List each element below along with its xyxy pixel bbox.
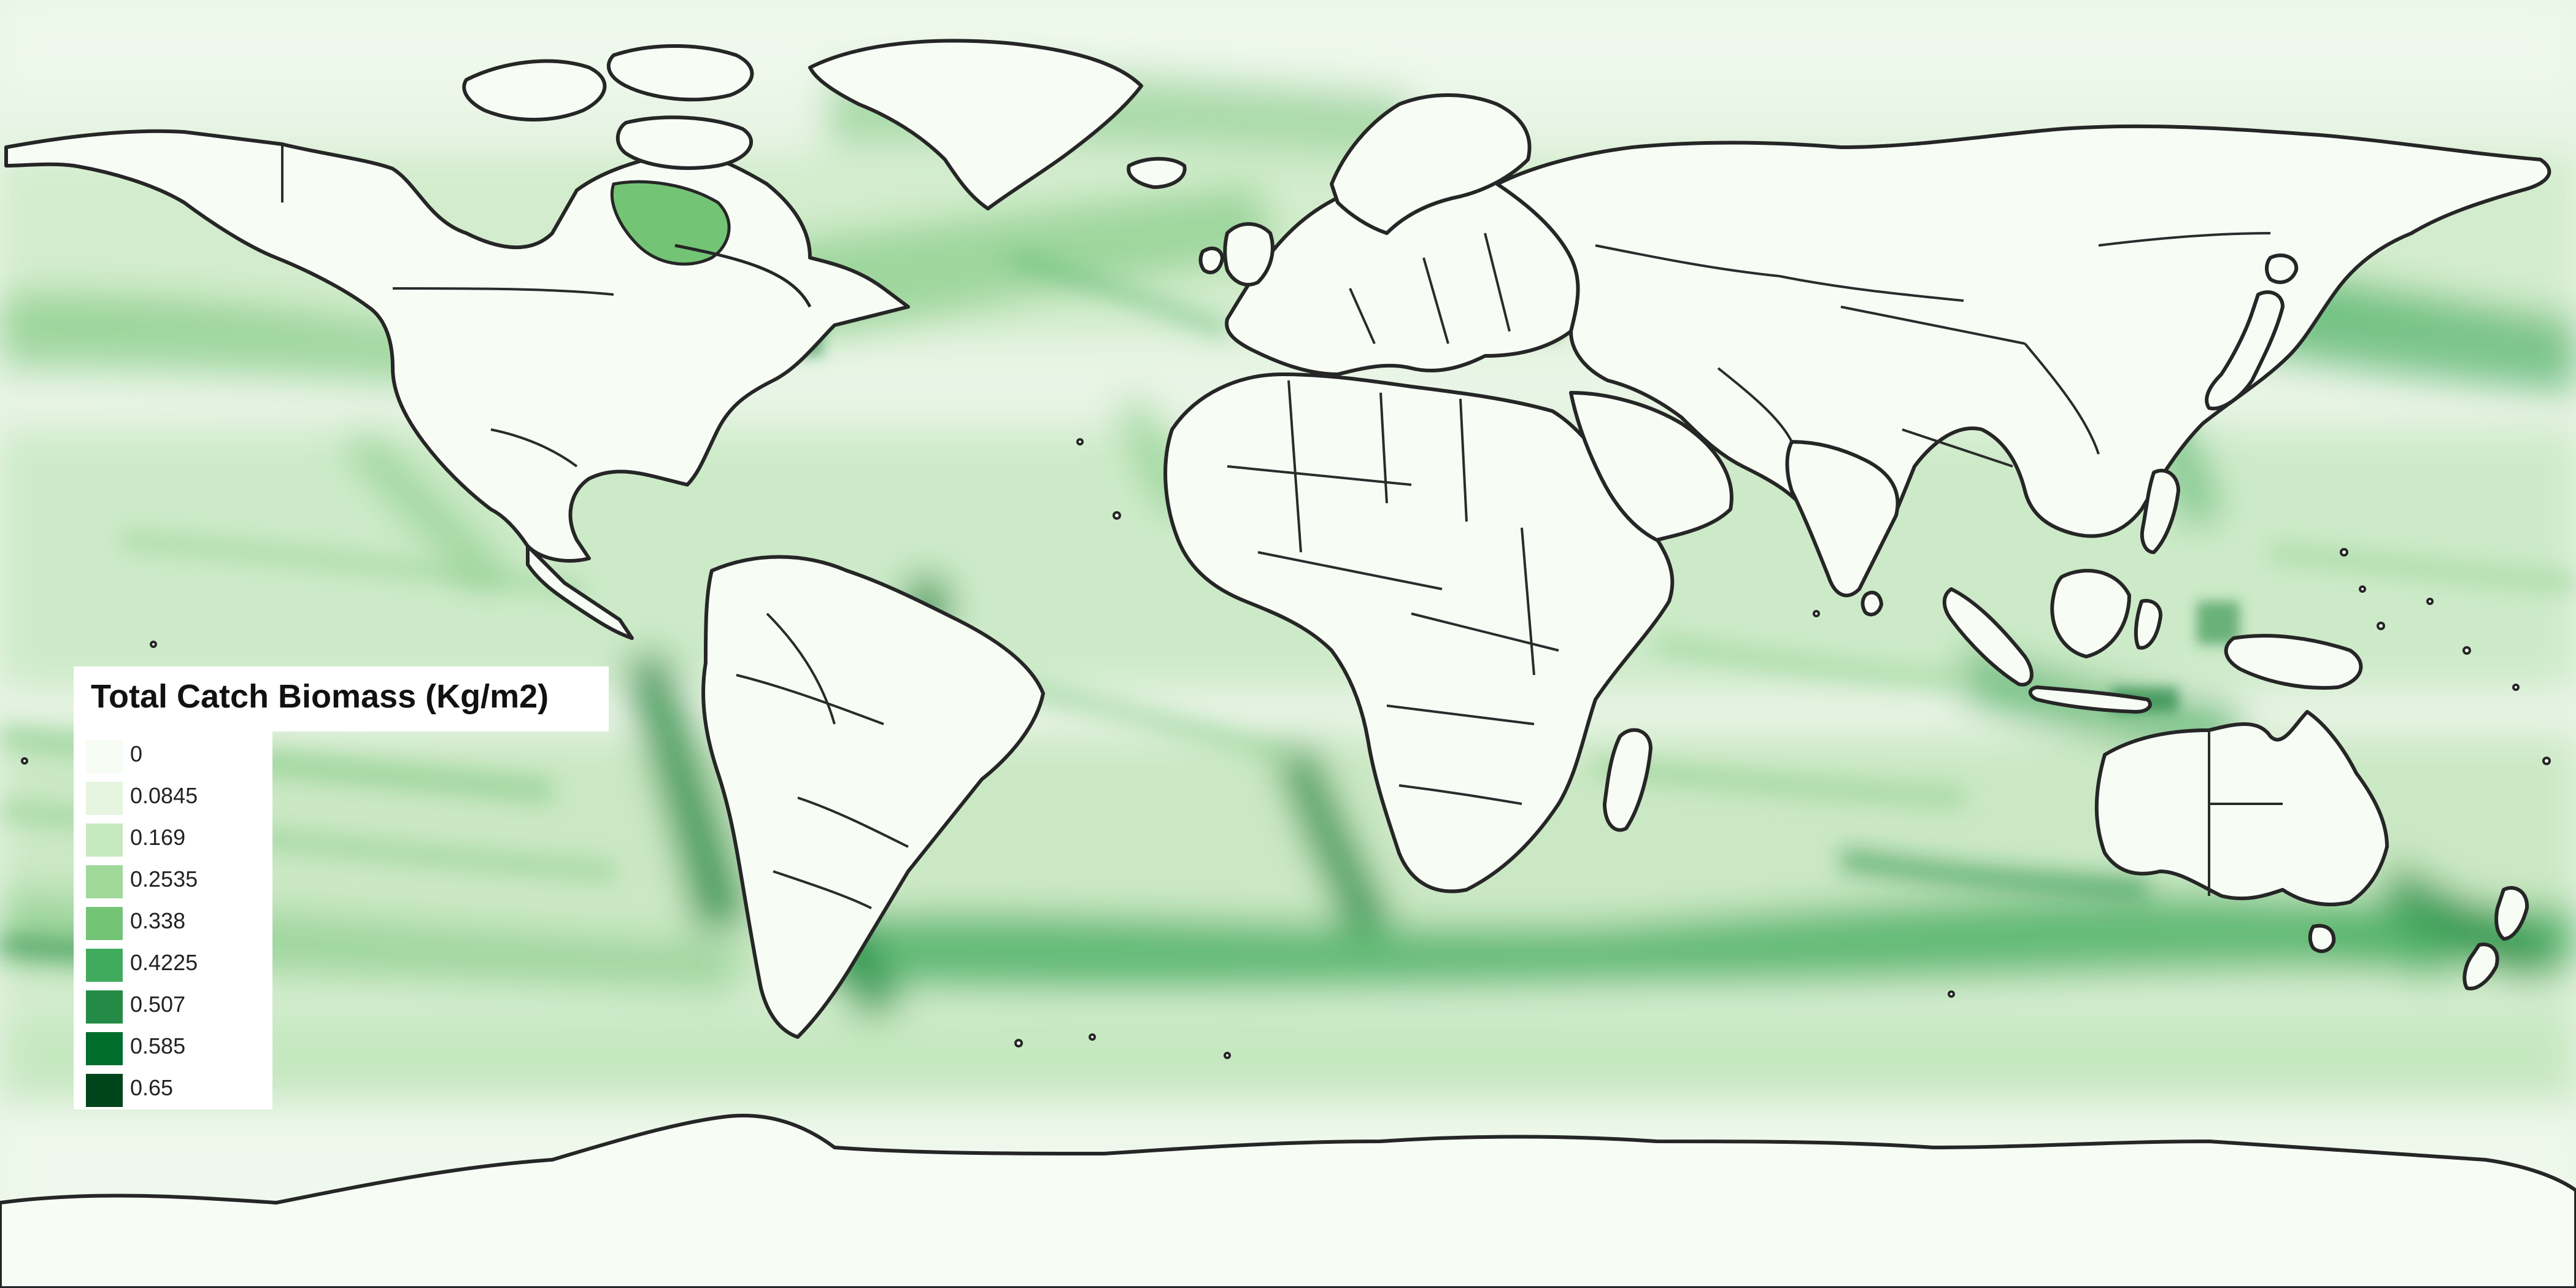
legend-label: 0.507 bbox=[130, 992, 186, 1017]
scandinavia bbox=[1330, 93, 1532, 235]
legend-item: 0.169 bbox=[86, 819, 270, 857]
india bbox=[1785, 440, 1900, 598]
legend-title-box: Total Catch Biomass (Kg/m2) bbox=[74, 666, 609, 731]
new-guinea bbox=[2224, 634, 2363, 690]
sumatra bbox=[1942, 587, 2034, 687]
legend-swatch bbox=[86, 907, 123, 940]
madagascar bbox=[1603, 728, 1652, 832]
antarctica bbox=[0, 1114, 2576, 1288]
borneo bbox=[2050, 569, 2131, 658]
legend-swatch bbox=[86, 1074, 123, 1107]
legend-item: 0.2535 bbox=[86, 860, 270, 898]
legend: 0 0.0845 0.169 0.2535 0.338 0.4225 0.507 bbox=[74, 731, 272, 1109]
new-zealand bbox=[2494, 885, 2529, 941]
java bbox=[2028, 685, 2152, 714]
arabian-peninsula bbox=[1569, 391, 1733, 542]
legend-item: 0.507 bbox=[86, 985, 270, 1024]
philippines bbox=[2140, 468, 2180, 554]
asia bbox=[1495, 124, 2551, 587]
legend-swatch bbox=[86, 865, 123, 898]
country-borders bbox=[281, 144, 2283, 909]
legend-item: 0.585 bbox=[86, 1027, 270, 1065]
legend-label: 0.4225 bbox=[130, 950, 198, 975]
legend-label: 0.65 bbox=[130, 1075, 174, 1100]
australia bbox=[2094, 710, 2389, 906]
legend-item: 0.0845 bbox=[86, 777, 270, 815]
legend-item: 0 bbox=[86, 735, 270, 773]
sulawesi bbox=[2134, 599, 2162, 650]
legend-label: 0.338 bbox=[130, 908, 186, 933]
central-america bbox=[526, 544, 634, 640]
legend-item: 0.338 bbox=[86, 902, 270, 940]
legend-title: Total Catch Biomass (Kg/m2) bbox=[91, 678, 549, 715]
legend-swatch bbox=[86, 782, 123, 815]
legend-label: 0.0845 bbox=[130, 783, 198, 808]
legend-label: 0 bbox=[130, 741, 143, 766]
legend-swatch bbox=[86, 990, 123, 1024]
landmasses bbox=[0, 39, 2576, 1288]
greenland bbox=[808, 39, 1143, 210]
legend-item: 0.4225 bbox=[86, 944, 270, 982]
hudson-bay bbox=[610, 180, 731, 266]
british-isles bbox=[1223, 222, 1275, 287]
africa bbox=[1163, 372, 1675, 893]
iceland bbox=[1127, 156, 1187, 189]
japan bbox=[2205, 290, 2285, 411]
legend-swatch bbox=[86, 1032, 123, 1065]
tasmania bbox=[2308, 924, 2336, 954]
legend-swatch bbox=[86, 740, 123, 773]
south-america bbox=[701, 555, 1045, 1039]
legend-item: 0.65 bbox=[86, 1069, 270, 1107]
legend-swatch bbox=[86, 949, 123, 982]
legend-label: 0.2535 bbox=[130, 866, 198, 892]
legend-swatch bbox=[86, 823, 123, 857]
legend-label: 0.585 bbox=[130, 1033, 186, 1059]
legend-label: 0.169 bbox=[130, 825, 186, 850]
